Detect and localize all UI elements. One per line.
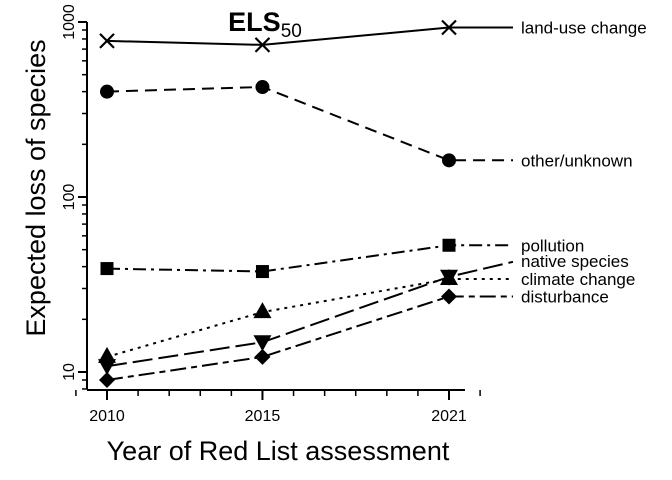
series-label-land-use-change: land-use change bbox=[521, 19, 647, 38]
series-line-disturbance bbox=[106, 295, 513, 381]
y-axis-title: Expected loss of species bbox=[21, 39, 51, 336]
data-point-disturbance bbox=[441, 288, 457, 305]
series-line-native-species bbox=[106, 260, 514, 368]
series-line-land-use-change bbox=[106, 26, 513, 46]
data-point-land-use-change bbox=[254, 37, 271, 53]
series-line-other-unknown bbox=[106, 85, 513, 162]
data-point-climate-change bbox=[440, 268, 458, 285]
series-label-other-unknown: other/unknown bbox=[521, 151, 633, 170]
y-tick-label: 10 bbox=[61, 363, 78, 381]
series-label-climate-change: climate change bbox=[521, 270, 635, 289]
x-tick-label: 2015 bbox=[245, 408, 281, 425]
series-labels: land-use change other/unknown pollutionnat… bbox=[521, 19, 647, 307]
data-point-native-species bbox=[98, 359, 116, 376]
data-point-native-species bbox=[253, 335, 272, 352]
series-label-pollution: pollution bbox=[521, 236, 584, 255]
series-line-pollution bbox=[106, 244, 513, 273]
data-point-pollution bbox=[442, 238, 456, 252]
data-point-climate-change bbox=[253, 302, 272, 319]
data-point-other-unknown bbox=[100, 84, 114, 99]
axes: 10 100 1000 2010 2015 2021 bbox=[61, 4, 481, 425]
data-point-disturbance bbox=[99, 372, 115, 389]
data-point-other-unknown bbox=[442, 153, 456, 168]
data-point-land-use-change bbox=[441, 19, 457, 36]
data-point-pollution bbox=[100, 262, 114, 276]
data-point-disturbance bbox=[254, 348, 271, 365]
x-tick-label: 2010 bbox=[89, 408, 125, 425]
chart-title-subscript: 50 bbox=[281, 21, 302, 42]
y-tick-label: 1000 bbox=[61, 4, 78, 40]
series-line-climate-change bbox=[106, 278, 513, 358]
data-point-climate-change bbox=[98, 346, 116, 363]
y-tick-label: 100 bbox=[61, 184, 78, 211]
x-tick-label: 2021 bbox=[431, 408, 467, 425]
chart-title-main: ELS bbox=[228, 7, 281, 37]
data-point-land-use-change bbox=[99, 33, 115, 49]
chart-title: ELS50 bbox=[228, 7, 302, 42]
data-point-other-unknown bbox=[255, 80, 270, 95]
series-label-disturbance: disturbance bbox=[521, 288, 609, 307]
series-label-native-species: native species bbox=[521, 252, 629, 271]
data-point-pollution bbox=[255, 265, 269, 279]
x-axis-title: Year of Red List assessment bbox=[107, 436, 450, 466]
series-markers bbox=[98, 19, 458, 389]
series-lines bbox=[106, 26, 514, 381]
